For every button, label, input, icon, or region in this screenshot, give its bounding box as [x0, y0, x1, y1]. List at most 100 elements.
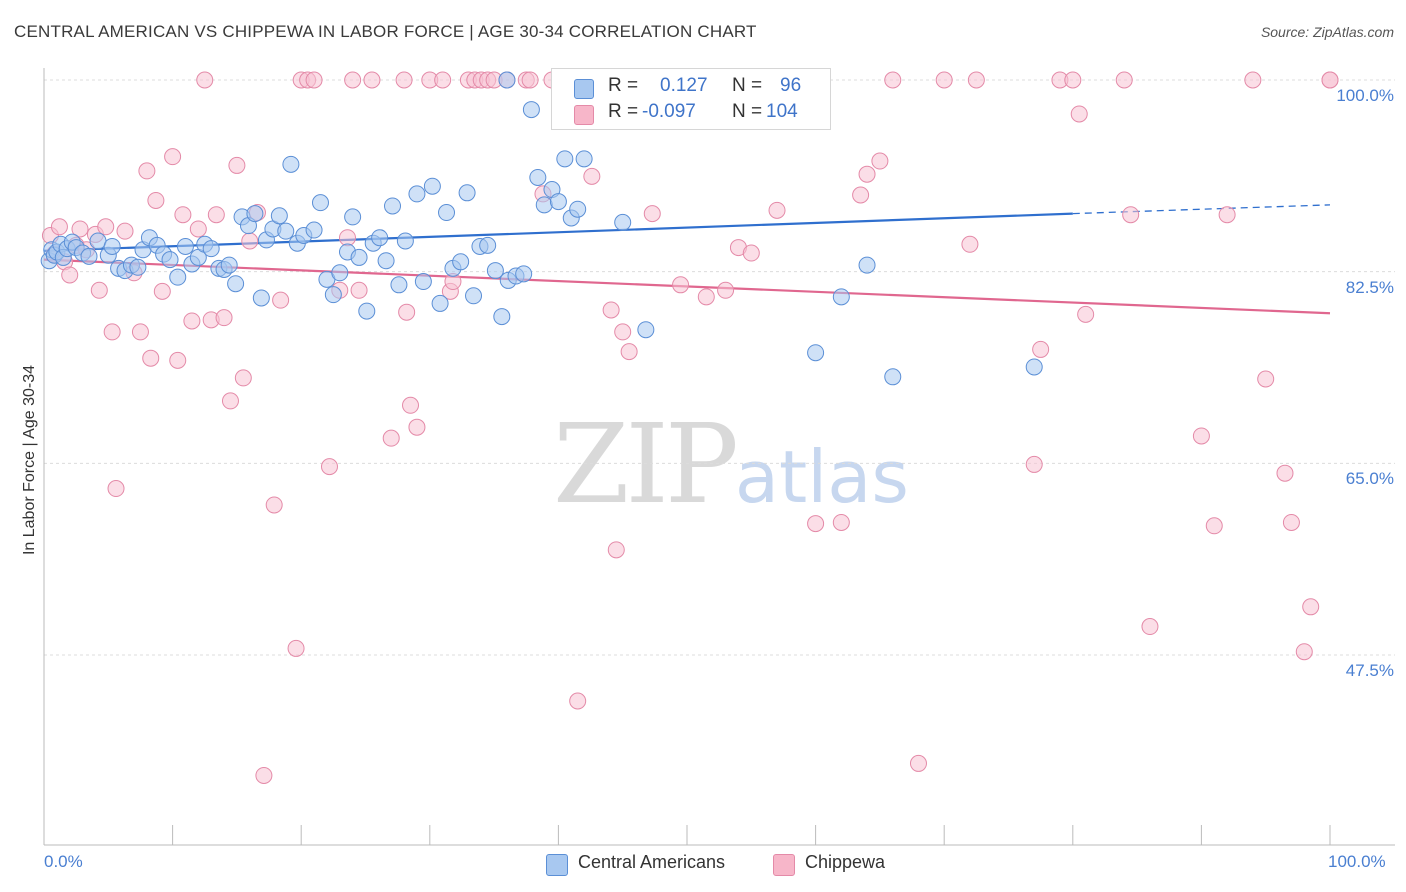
chippewa-point [147, 191, 165, 209]
chippewa-point [620, 343, 638, 361]
central-american-point [396, 232, 414, 250]
legend-label: Chippewa [805, 852, 886, 872]
chippewa-point [215, 309, 233, 327]
chippewa-point [643, 205, 661, 223]
legend-swatch-pink [773, 854, 795, 876]
watermark-main: ZIP [553, 400, 739, 528]
chippewa-point [363, 71, 381, 89]
chippewa-point [852, 186, 870, 204]
chippewa-point [1192, 427, 1210, 445]
chippewa-point [50, 218, 68, 236]
legend-label: Central Americans [578, 852, 726, 872]
source-credit: Source: ZipAtlas.com [1260, 24, 1394, 40]
chippewa-point [1115, 71, 1133, 89]
chippewa-point [1257, 370, 1275, 388]
chippewa-point [1141, 618, 1159, 636]
chippewa-point [909, 754, 927, 772]
central-american-point [390, 276, 408, 294]
chippewa-point [116, 222, 134, 240]
r-label: R = [608, 101, 639, 122]
chippewa-point [131, 323, 149, 341]
chippewa-point [768, 201, 786, 219]
stats-row-chippewa: R = -0.097 N = 104 [552, 101, 830, 127]
central-american-point [858, 256, 876, 274]
chippewa-point [1321, 71, 1339, 89]
chippewa-point [807, 515, 825, 533]
chippewa-point [241, 232, 259, 250]
central-american-point [89, 232, 107, 250]
central-american-point [129, 258, 147, 276]
central-american-point [479, 236, 497, 254]
central-american-point [252, 289, 270, 307]
chippewa-point [382, 429, 400, 447]
chippewa-point [320, 458, 338, 476]
watermark-sub: atlas [734, 435, 909, 519]
chippewa-point [871, 152, 889, 170]
central-american-point [549, 193, 567, 211]
chippewa-point [107, 480, 125, 498]
chippewa-point [228, 156, 246, 174]
central-american-point [498, 71, 516, 89]
stats-row-central-americans: R = 0.127 N = 96 [552, 75, 830, 101]
y-tick-label: 82.5% [1345, 277, 1394, 297]
chippewa-point [1077, 305, 1095, 323]
chippewa-point [255, 766, 273, 784]
chippewa-point [344, 71, 362, 89]
y-tick-label: 65.0% [1345, 469, 1394, 489]
chippewa-point [61, 266, 79, 284]
legend-swatch-blue [574, 79, 594, 99]
chippewa-point [569, 692, 587, 710]
central-american-point [438, 204, 456, 222]
chippewa-point [189, 220, 207, 238]
axes [43, 68, 1395, 846]
central-american-point [277, 222, 295, 240]
chippewa-point [742, 244, 760, 262]
central-american-point [414, 273, 432, 291]
central-american-point [423, 177, 441, 195]
legend-swatch-blue [546, 854, 568, 876]
chippewa-point [1302, 598, 1320, 616]
central-american-points [40, 71, 1043, 386]
central-american-point [311, 194, 329, 212]
chippewa-point [1025, 455, 1043, 473]
central-american-point [227, 275, 245, 293]
chippewa-point [350, 281, 368, 299]
chippewa-point [398, 303, 416, 321]
chippewa-points [41, 71, 1339, 784]
chippewa-point [1218, 206, 1236, 224]
chippewa-point [402, 396, 420, 414]
chippewa-point [90, 281, 108, 299]
central-american-point [458, 184, 476, 202]
chippewa-point [717, 281, 735, 299]
stats-legend: R = 0.127 N = 96 R = -0.097 N = 104 [551, 68, 831, 130]
central-american-point [161, 251, 179, 269]
central-american-point [556, 150, 574, 168]
central-american-point [575, 150, 593, 168]
chippewa-point [434, 71, 452, 89]
chippewa-point [221, 392, 239, 410]
chippewa-point [1282, 513, 1300, 531]
central-american-point [202, 240, 220, 258]
chippewa-point [1295, 643, 1313, 661]
central-american-point [452, 253, 470, 271]
chippewa-point [183, 312, 201, 330]
central-american-point [515, 265, 533, 283]
chippewa-point [338, 229, 356, 247]
y-tick-label: 100.0% [1336, 86, 1394, 105]
central-american-point [371, 229, 389, 247]
central-american-point [637, 321, 655, 339]
chippewa-point [967, 71, 985, 89]
central-american-point [408, 185, 426, 203]
chippewa-point [1244, 71, 1262, 89]
chippewa-point [234, 369, 252, 387]
chippewa-point [583, 167, 601, 185]
central-american-point [807, 344, 825, 362]
chippewa-point [138, 162, 156, 180]
chippewa-point [287, 639, 305, 657]
central-american-point [431, 294, 449, 312]
watermark: ZIPatlas [553, 400, 909, 528]
central-american-point [305, 221, 323, 239]
chippewa-point [614, 323, 632, 341]
central-american-point [1025, 358, 1043, 376]
